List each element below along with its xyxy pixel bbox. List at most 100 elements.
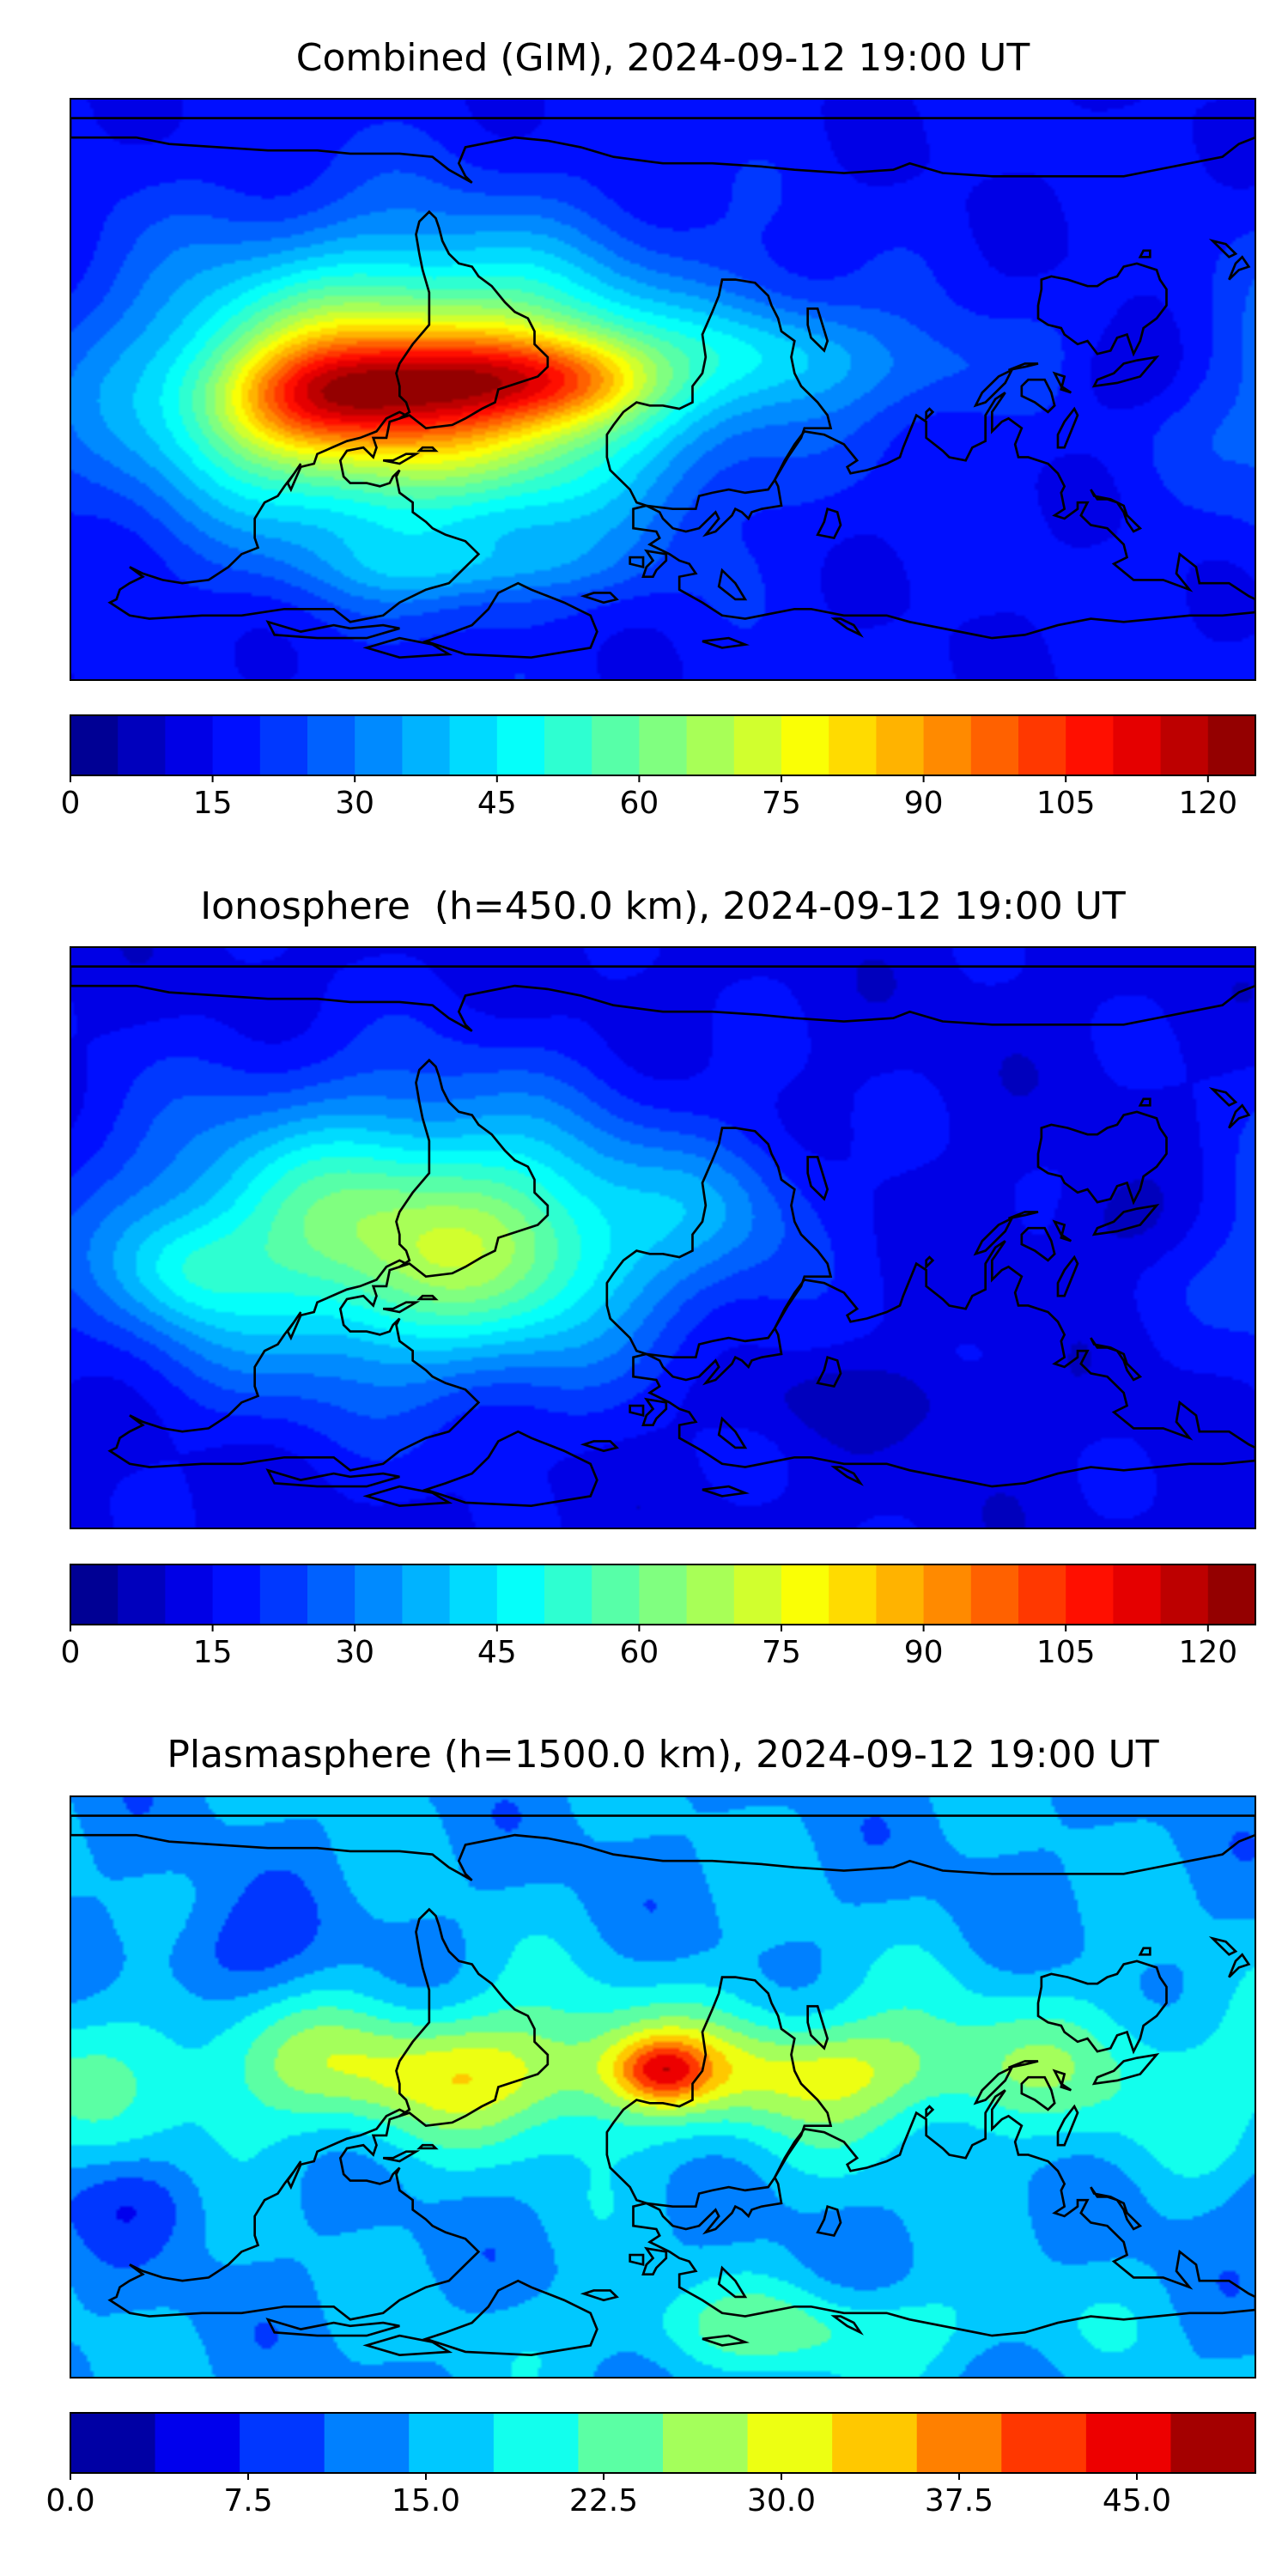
colorbar-swatch bbox=[544, 715, 592, 775]
colorbar-swatch bbox=[578, 2413, 664, 2473]
colorbar-tick-label: 0 bbox=[61, 786, 81, 821]
colorbar-swatch bbox=[155, 2413, 240, 2473]
colorbar-swatch bbox=[402, 715, 451, 775]
colorbar-swatch bbox=[402, 1564, 451, 1625]
colorbar-swatch bbox=[259, 1564, 308, 1625]
map-plot-area bbox=[70, 99, 1255, 680]
colorbar-tick-label: 75 bbox=[762, 786, 801, 821]
colorbar-swatch bbox=[733, 715, 782, 775]
colorbar: 0.0 7.5 15.0 22.5 30.0 37.5 45.0 bbox=[46, 2412, 1256, 2518]
colorbar-tick-label: 0 bbox=[61, 1635, 81, 1670]
colorbar-tick-label: 60 bbox=[619, 786, 659, 821]
colorbar-swatch bbox=[592, 1564, 640, 1625]
colorbar-swatch bbox=[1066, 715, 1114, 775]
map-frame bbox=[70, 1795, 1256, 2379]
colorbar-swatch bbox=[544, 1564, 592, 1625]
colorbar-swatch bbox=[212, 1564, 261, 1625]
colorbar-swatch bbox=[829, 715, 877, 775]
colorbar-swatch bbox=[449, 1564, 498, 1625]
colorbar-tick-label: 37.5 bbox=[925, 2483, 993, 2518]
colorbar-swatch bbox=[165, 715, 214, 775]
colorbar-frame bbox=[70, 2412, 1256, 2474]
colorbar-tick-label: 105 bbox=[1036, 786, 1096, 821]
colorbar-swatch bbox=[639, 715, 688, 775]
colorbar-swatch bbox=[409, 2413, 495, 2473]
colorbar-tick-label: 45 bbox=[477, 786, 517, 821]
colorbar-swatch bbox=[970, 1564, 1019, 1625]
colorbar-swatch bbox=[747, 2413, 833, 2473]
colorbar-swatch bbox=[240, 2413, 325, 2473]
colorbar-swatch bbox=[496, 715, 545, 775]
colorbar-swatch bbox=[1018, 715, 1066, 775]
colorbar-tick-label: 15.0 bbox=[392, 2483, 460, 2518]
colorbar-tick-label: 45.0 bbox=[1103, 2483, 1171, 2518]
colorbar-swatch bbox=[307, 715, 355, 775]
map-frame bbox=[70, 98, 1256, 681]
colorbar-tick-label: 15 bbox=[193, 1635, 233, 1670]
colorbar-swatch bbox=[876, 715, 925, 775]
colorbar-tick-label: 105 bbox=[1036, 1635, 1096, 1670]
colorbar-swatch bbox=[355, 715, 403, 775]
colorbar-frame bbox=[70, 1564, 1256, 1625]
colorbar-swatch bbox=[496, 1564, 545, 1625]
colorbar-tick-label: 0.0 bbox=[46, 2483, 94, 2518]
colorbar-swatch bbox=[876, 1564, 925, 1625]
colorbar-frame bbox=[70, 714, 1256, 776]
colorbar-swatch bbox=[259, 715, 308, 775]
colorbar-tick-label: 30 bbox=[335, 786, 374, 821]
map-plot-area bbox=[70, 1796, 1255, 2378]
colorbar-swatch bbox=[1018, 1564, 1066, 1625]
colorbar-swatch bbox=[118, 715, 166, 775]
map-frame bbox=[70, 946, 1256, 1529]
colorbar-swatch bbox=[686, 715, 735, 775]
colorbar-swatch bbox=[829, 1564, 877, 1625]
colorbar: 0 15 30 45 60 75 90 105 120 bbox=[61, 1564, 1256, 1670]
colorbar-tick-label: 7.5 bbox=[223, 2483, 272, 2518]
colorbar-swatch bbox=[733, 1564, 782, 1625]
colorbar-swatch bbox=[1085, 2413, 1172, 2473]
colorbar-tick-label: 75 bbox=[762, 1635, 801, 1670]
panel-combined: Combined (GIM), 2024-09-12 19:00 UT 0 15 3… bbox=[61, 36, 1256, 821]
colorbar-swatch bbox=[916, 2413, 1002, 2473]
colorbar-swatch bbox=[70, 715, 118, 775]
colorbar-swatch bbox=[212, 715, 261, 775]
colorbar-swatch bbox=[493, 2413, 580, 2473]
colorbar-swatch bbox=[686, 1564, 735, 1625]
colorbar-tick-label: 30.0 bbox=[747, 2483, 816, 2518]
colorbar-swatch bbox=[1160, 1564, 1209, 1625]
colorbar-swatch bbox=[639, 1564, 688, 1625]
colorbar-swatch bbox=[1113, 1564, 1162, 1625]
colorbar-tick-label: 120 bbox=[1178, 786, 1237, 821]
colorbar-swatch bbox=[781, 1564, 829, 1625]
panel-ionosphere: Ionosphere (h=450.0 km), 2024-09-12 19:0… bbox=[61, 884, 1256, 1670]
colorbar-tick-label: 22.5 bbox=[569, 2483, 638, 2518]
colorbar-swatch bbox=[1207, 1564, 1256, 1625]
colorbar-swatch bbox=[70, 2413, 156, 2473]
colorbar-swatch bbox=[1160, 715, 1209, 775]
colorbar-swatch bbox=[781, 715, 829, 775]
colorbar-swatch bbox=[1207, 715, 1256, 775]
colorbar-tick-label: 30 bbox=[335, 1635, 374, 1670]
panel-title: Plasmasphere (h=1500.0 km), 2024-09-12 1… bbox=[167, 1733, 1158, 1777]
colorbar-swatch bbox=[1113, 715, 1162, 775]
tec-field-image bbox=[70, 1796, 1255, 2378]
colorbar-tick-label: 15 bbox=[193, 786, 233, 821]
colorbar-tick-label: 120 bbox=[1178, 1635, 1237, 1670]
colorbar-tick-label: 45 bbox=[477, 1635, 517, 1670]
map-plot-area bbox=[70, 947, 1255, 1528]
colorbar-swatch bbox=[449, 715, 498, 775]
colorbar-swatch bbox=[663, 2413, 749, 2473]
colorbar-tick-label: 90 bbox=[904, 786, 944, 821]
colorbar-tick-label: 60 bbox=[619, 1635, 659, 1670]
panel-title: Ionosphere (h=450.0 km), 2024-09-12 19:0… bbox=[200, 884, 1126, 928]
colorbar-swatch bbox=[355, 1564, 403, 1625]
colorbar-swatch bbox=[923, 715, 972, 775]
panel-title: Combined (GIM), 2024-09-12 19:00 UT bbox=[296, 36, 1030, 80]
tec-field-image bbox=[70, 947, 1255, 1528]
tec-field-image bbox=[70, 99, 1255, 680]
colorbar-swatch bbox=[307, 1564, 355, 1625]
colorbar-swatch bbox=[970, 715, 1019, 775]
colorbar-swatch bbox=[832, 2413, 918, 2473]
colorbar-swatch bbox=[118, 1564, 166, 1625]
